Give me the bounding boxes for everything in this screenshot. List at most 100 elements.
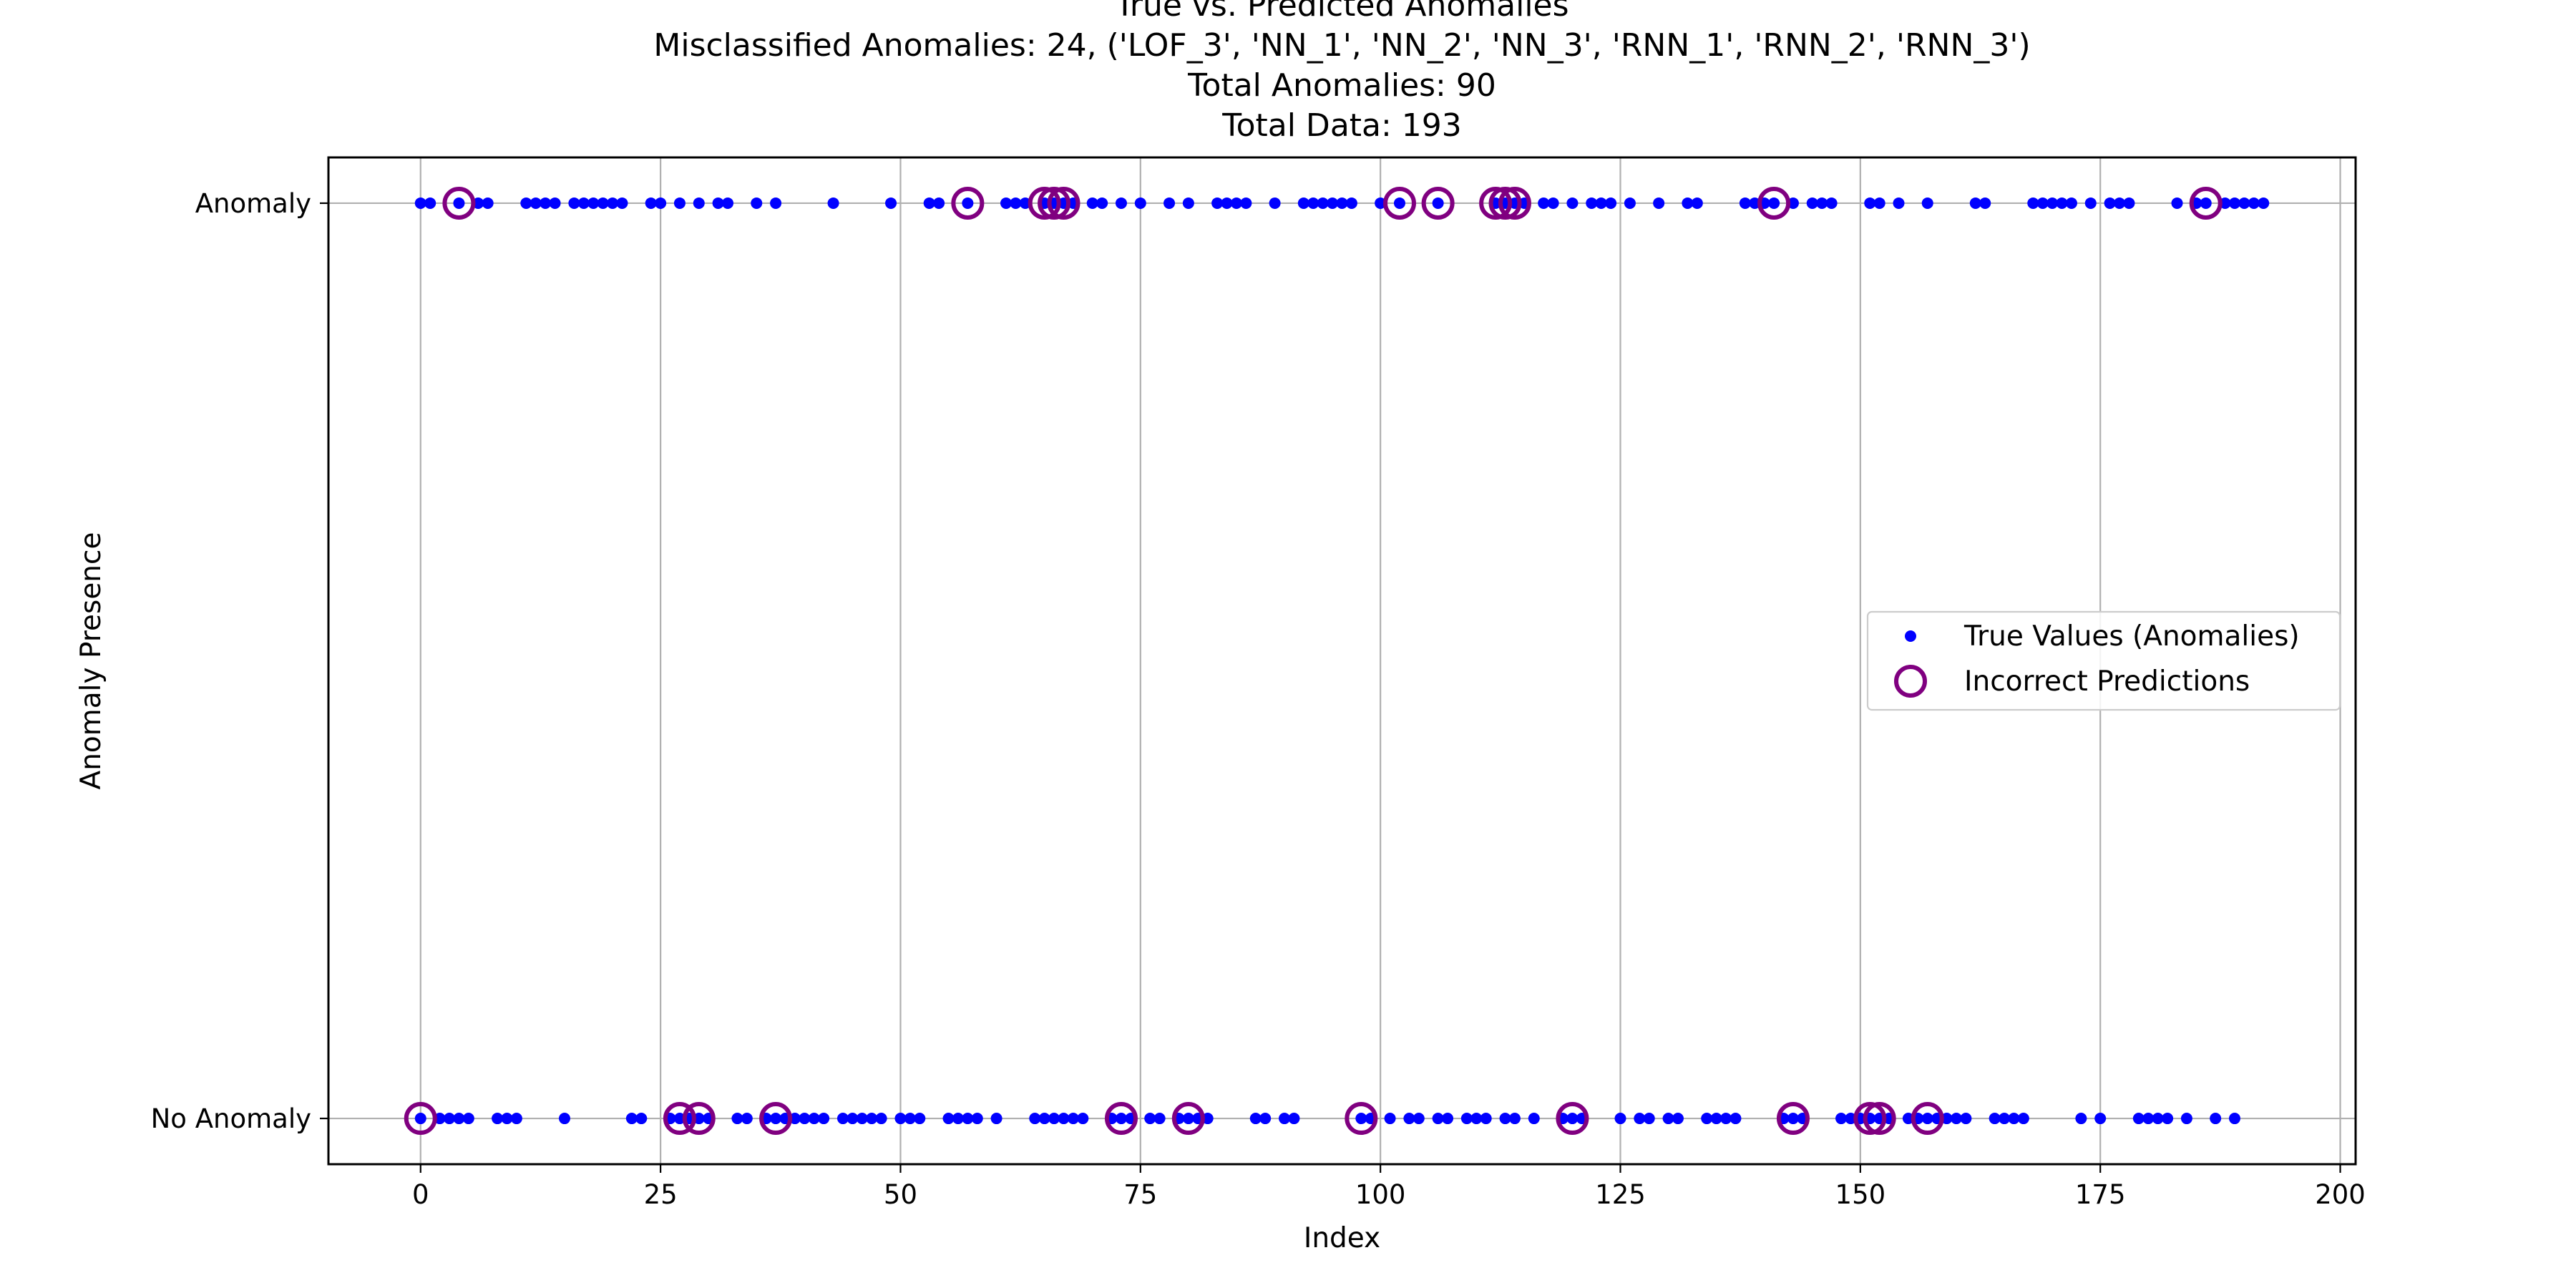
true-value-point bbox=[424, 197, 436, 209]
true-value-point bbox=[1999, 1113, 2011, 1125]
y-axis-label: Anomaly Presence bbox=[75, 532, 107, 790]
true-value-point bbox=[2123, 197, 2135, 209]
true-value-point bbox=[2017, 1113, 2029, 1125]
true-value-point bbox=[1153, 1113, 1166, 1125]
true-value-point bbox=[2142, 1113, 2155, 1125]
true-value-point bbox=[2210, 1113, 2222, 1125]
incorrect-prediction-marker bbox=[1047, 186, 1080, 220]
true-value-point bbox=[1269, 197, 1281, 209]
incorrect-prediction-marker bbox=[1171, 1102, 1205, 1136]
incorrect-prediction-marker bbox=[1911, 1102, 1944, 1136]
true-value-point bbox=[510, 1113, 522, 1125]
true-value-point bbox=[942, 1113, 955, 1125]
true-value-point bbox=[923, 197, 935, 209]
true-value-point bbox=[540, 197, 552, 209]
true-value-point bbox=[1950, 1113, 1962, 1125]
title-line: Total Anomalies: 90 bbox=[1187, 67, 1496, 104]
true-value-point bbox=[914, 1113, 926, 1125]
incorrect-prediction-marker bbox=[951, 186, 985, 220]
true-value-point bbox=[1115, 1113, 1127, 1125]
true-value-point bbox=[549, 197, 561, 209]
true-value-point bbox=[1010, 197, 1022, 209]
true-value-point bbox=[530, 197, 542, 209]
incorrect-prediction-marker bbox=[663, 1102, 696, 1136]
true-value-point bbox=[1000, 197, 1013, 209]
true-value-point bbox=[1864, 197, 1876, 209]
true-value-point bbox=[904, 1113, 916, 1125]
incorrect-prediction-marker bbox=[1345, 1102, 1378, 1136]
true-value-point bbox=[2162, 1113, 2174, 1125]
true-value-point bbox=[2065, 197, 2077, 209]
true-value-point bbox=[568, 197, 580, 209]
true-value-point bbox=[1691, 197, 1703, 209]
true-value-point bbox=[1019, 197, 1031, 209]
true-value-point bbox=[1297, 197, 1309, 209]
incorrect-prediction-marker bbox=[1038, 186, 1071, 220]
true-value-point bbox=[1787, 1113, 1799, 1125]
true-value-point bbox=[1230, 197, 1242, 209]
true-value-point bbox=[1240, 197, 1252, 209]
true-value-point bbox=[2036, 197, 2049, 209]
true-value-point bbox=[453, 197, 465, 209]
true-value-point bbox=[1211, 197, 1224, 209]
true-value-point bbox=[693, 1113, 705, 1125]
incorrect-prediction-marker bbox=[1853, 1102, 1887, 1136]
true-value-point bbox=[1653, 197, 1665, 209]
true-value-point bbox=[1566, 1113, 1579, 1125]
true-value-point bbox=[472, 197, 484, 209]
true-value-point bbox=[673, 197, 686, 209]
true-value-point bbox=[2228, 1113, 2240, 1125]
true-value-point bbox=[1096, 197, 1108, 209]
true-value-point bbox=[558, 1113, 570, 1125]
true-value-point bbox=[1115, 197, 1127, 209]
true-value-point bbox=[2238, 197, 2250, 209]
true-value-point bbox=[712, 197, 724, 209]
true-value-point bbox=[2084, 197, 2097, 209]
true-value-point bbox=[894, 1113, 907, 1125]
true-value-point bbox=[952, 1113, 964, 1125]
true-value-point bbox=[856, 1113, 868, 1125]
true-value-point bbox=[1432, 197, 1444, 209]
true-value-point bbox=[1941, 1113, 1953, 1125]
true-value-point bbox=[1845, 1113, 1857, 1125]
true-value-point bbox=[1317, 197, 1329, 209]
true-value-point bbox=[1787, 197, 1799, 209]
true-value-point bbox=[1873, 197, 1885, 209]
plot-marks bbox=[404, 186, 2270, 1136]
true-value-point bbox=[597, 197, 609, 209]
true-value-point bbox=[1816, 197, 1828, 209]
true-value-point bbox=[1547, 197, 1559, 209]
y-tick-label: Anomaly bbox=[195, 188, 311, 219]
true-value-point bbox=[827, 197, 839, 209]
true-value-point bbox=[616, 197, 628, 209]
true-value-point bbox=[434, 1113, 446, 1125]
true-value-point bbox=[1307, 197, 1319, 209]
true-value-point bbox=[482, 197, 494, 209]
true-value-point bbox=[520, 197, 532, 209]
true-value-point bbox=[1768, 197, 1780, 209]
true-value-point bbox=[962, 1113, 974, 1125]
true-value-point bbox=[1442, 1113, 1454, 1125]
true-value-point bbox=[2258, 197, 2270, 209]
true-value-point bbox=[1048, 1113, 1060, 1125]
true-value-point bbox=[1643, 1113, 1655, 1125]
incorrect-prediction-marker bbox=[1556, 1102, 1589, 1136]
true-value-point bbox=[1893, 197, 1905, 209]
true-value-point bbox=[1586, 197, 1598, 209]
chart-title: True vs. Predicted Anomalies Misclassifie… bbox=[653, 0, 2030, 144]
x-axis-label: Index bbox=[1304, 1222, 1380, 1254]
incorrect-prediction-marker bbox=[1104, 1102, 1138, 1136]
true-value-point bbox=[2219, 197, 2231, 209]
x-tick-label: 25 bbox=[644, 1179, 678, 1210]
x-tick-label: 175 bbox=[2075, 1179, 2126, 1210]
true-value-point bbox=[2114, 197, 2126, 209]
true-value-point bbox=[1067, 1113, 1079, 1125]
true-value-point bbox=[1960, 1113, 1972, 1125]
true-value-point bbox=[2132, 1113, 2145, 1125]
axis-ticks: 0 25 50 75 100 125 150 175 200 No Anomaly Anomaly bbox=[151, 188, 2366, 1210]
true-value-point bbox=[655, 197, 667, 209]
true-value-point bbox=[1221, 197, 1233, 209]
true-value-point bbox=[1902, 1113, 1914, 1125]
true-value-point bbox=[693, 197, 705, 209]
true-value-point bbox=[1403, 1113, 1415, 1125]
